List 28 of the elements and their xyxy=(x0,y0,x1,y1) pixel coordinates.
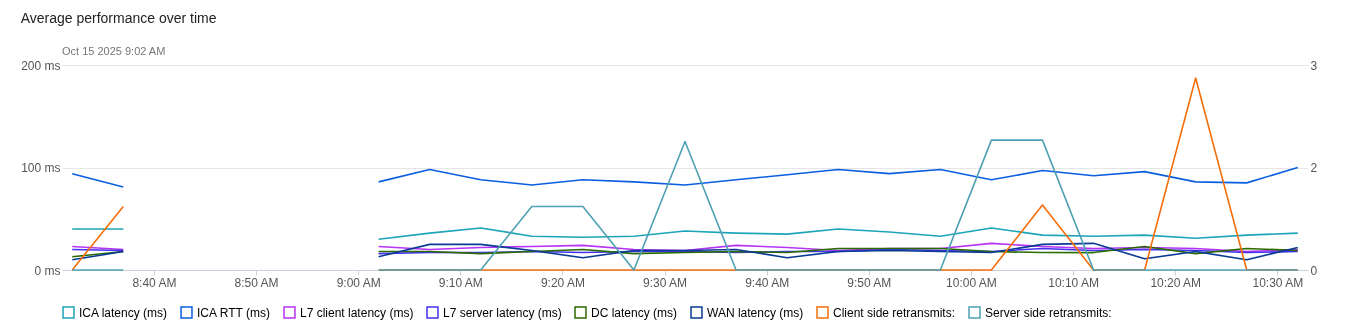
x-tick-label: 9:50 AM xyxy=(847,275,892,290)
legend-label: L7 client latency (ms) xyxy=(300,305,414,320)
x-tick-label: 9:10 AM xyxy=(438,275,483,290)
x-tick-label: 9:30 AM xyxy=(643,275,688,290)
legend-label: DC latency (ms) xyxy=(591,305,678,320)
legend-label: Client side retransmits: xyxy=(833,305,956,320)
y2-tick-label: 0 xyxy=(1310,263,1318,278)
chart-title: Average performance over time xyxy=(20,10,217,26)
legend-label: WAN latency (ms) xyxy=(707,305,804,320)
y-tick-label: 200 ms xyxy=(21,58,61,73)
x-tick-label: 9:20 AM xyxy=(540,275,585,290)
x-tick-label: 10:20 AM xyxy=(1150,275,1202,290)
legend-label: ICA RTT (ms) xyxy=(197,305,270,320)
x-tick-label: 8:40 AM xyxy=(132,275,177,290)
x-tick-label: 8:50 AM xyxy=(234,275,279,290)
y-tick-label: 100 ms xyxy=(21,161,61,175)
x-tick-label: 10:30 AM xyxy=(1252,275,1304,290)
y-tick-label: 0 ms xyxy=(34,263,61,278)
x-tick-label: 10:00 AM xyxy=(946,275,997,290)
y2-tick-label: 3 xyxy=(1310,58,1318,73)
legend-label: ICA latency (ms) xyxy=(79,305,168,320)
y2-tick-label: 2 xyxy=(1310,161,1318,175)
x-tick-label: 9:40 AM xyxy=(745,275,790,290)
x-tick-label: 9:00 AM xyxy=(336,275,381,290)
legend-label: L7 server latency (ms) xyxy=(443,305,562,320)
text: Oct 15 2025 9:02 AM xyxy=(62,45,166,57)
legend-label: Server side retransmits: xyxy=(985,305,1112,320)
x-tick-label: 10:10 AM xyxy=(1048,275,1099,290)
